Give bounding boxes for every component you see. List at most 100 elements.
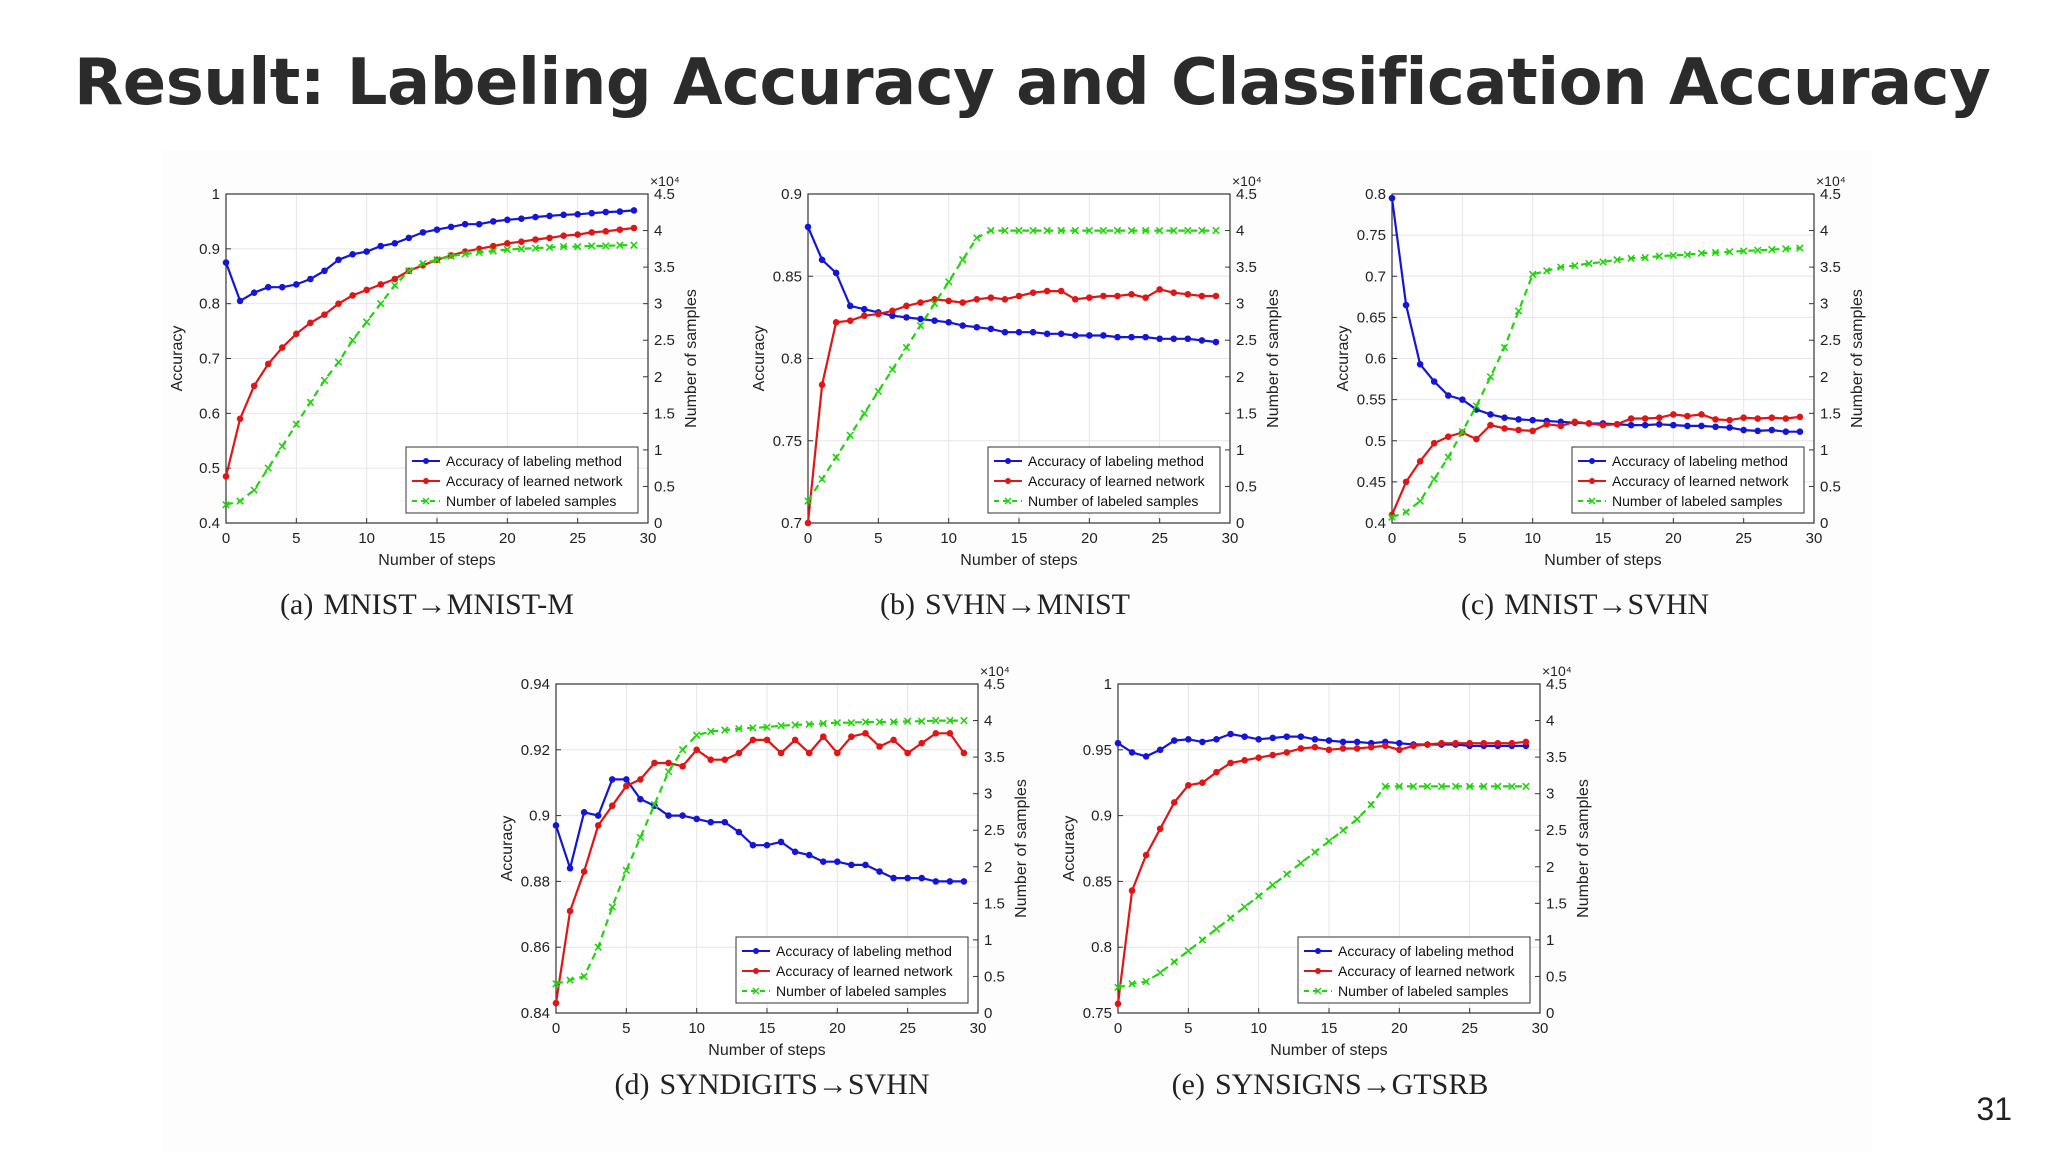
y2-tick-label: 0.5 (984, 968, 1005, 985)
y2-tick-label: 0.5 (1546, 968, 1567, 985)
data-point (489, 242, 497, 250)
x-tick-label: 5 (622, 1020, 630, 1037)
data-point (1184, 291, 1192, 298)
data-point (1444, 392, 1452, 399)
data-point (1444, 453, 1453, 461)
legend-marker (753, 948, 759, 954)
legend-box (987, 446, 1221, 514)
data-point (1169, 226, 1178, 235)
legend-label: Accuracy of learned network (776, 963, 954, 979)
data-point (264, 283, 272, 291)
data-point (1627, 421, 1635, 429)
data-point (916, 321, 925, 330)
data-point (1311, 735, 1319, 743)
y2-tick-label: 2 (1236, 369, 1244, 386)
data-point (875, 718, 884, 726)
data-point (931, 317, 938, 324)
data-point (1599, 421, 1607, 429)
y2-tick-label: 3 (1236, 296, 1244, 313)
data-point (1381, 782, 1390, 791)
data-point (665, 812, 672, 819)
data-point (489, 247, 498, 255)
data-point (349, 251, 356, 258)
y2-tick-label: 0 (654, 515, 662, 532)
data-point (1170, 737, 1178, 744)
data-point (804, 519, 812, 527)
data-point (1466, 739, 1473, 747)
x-tick-label: 30 (1806, 530, 1823, 547)
data-point (1543, 421, 1551, 428)
y2-tick-label: 4 (1236, 223, 1244, 240)
data-point (1227, 759, 1234, 767)
data-point (1585, 420, 1593, 427)
data-point (664, 767, 673, 776)
data-point (602, 208, 610, 216)
y2-tick-label: 3 (1820, 296, 1828, 313)
x-tick-label: 0 (804, 530, 812, 547)
legend-box (1297, 936, 1531, 1004)
data-point (292, 420, 301, 429)
data-point (846, 431, 854, 440)
data-point (1155, 226, 1164, 235)
data-point (1416, 497, 1424, 505)
data-point (1213, 735, 1220, 743)
data-point (1753, 246, 1762, 255)
data-point (819, 858, 827, 865)
y2-tick-label: 4.5 (1820, 186, 1841, 203)
data-point (630, 207, 638, 214)
data-point (679, 762, 686, 770)
data-point (958, 256, 967, 264)
data-point (1001, 226, 1009, 235)
data-point (862, 861, 869, 869)
data-point (1473, 435, 1480, 443)
data-point (1655, 421, 1663, 428)
data-point (602, 227, 610, 235)
data-point (888, 365, 897, 374)
data-point (306, 398, 315, 407)
data-point (1100, 332, 1107, 339)
data-point (832, 319, 840, 326)
caption-b-label: (b) (879, 588, 915, 621)
data-point (419, 229, 427, 236)
y-tick-label: 0.75 (1357, 227, 1386, 244)
data-point (693, 815, 700, 823)
data-point (987, 294, 995, 301)
data-point (588, 209, 596, 217)
y-tick-label: 0.7 (199, 351, 220, 368)
data-point (222, 500, 230, 509)
x-tick-label: 25 (899, 1020, 916, 1037)
y2-tick-label: 0 (984, 1005, 992, 1022)
data-point (932, 878, 940, 885)
data-point (1528, 270, 1537, 279)
data-point (960, 716, 968, 725)
y2-tick-label: 1.5 (654, 405, 675, 422)
x-tick-label: 15 (1595, 530, 1612, 547)
y2-multiplier: ×10⁴ (1542, 663, 1572, 679)
data-point (763, 736, 771, 744)
caption-b-text: SVHN→MNIST (924, 588, 1130, 621)
data-point (1297, 859, 1305, 867)
data-point (1768, 414, 1776, 422)
x-axis-label: Number of steps (960, 552, 1077, 569)
data-point (1170, 799, 1178, 806)
data-point (1255, 735, 1262, 743)
data-point (1424, 741, 1431, 748)
data-point (636, 833, 645, 842)
data-point (1240, 903, 1249, 911)
data-point (307, 275, 314, 283)
data-point (1283, 870, 1291, 878)
data-point (1739, 247, 1748, 255)
data-point (1142, 851, 1150, 859)
legend-label: Number of labeled samples (446, 493, 616, 509)
y2-tick-label: 0 (1236, 515, 1244, 532)
data-point (1409, 782, 1418, 791)
data-point (918, 739, 926, 747)
data-point (904, 874, 911, 882)
data-point (1459, 396, 1466, 403)
data-point (1184, 335, 1192, 343)
y-tick-label: 0.55 (1357, 392, 1386, 409)
data-point (846, 302, 854, 310)
data-point (236, 415, 244, 423)
data-point (1114, 292, 1121, 300)
data-point (665, 759, 672, 767)
